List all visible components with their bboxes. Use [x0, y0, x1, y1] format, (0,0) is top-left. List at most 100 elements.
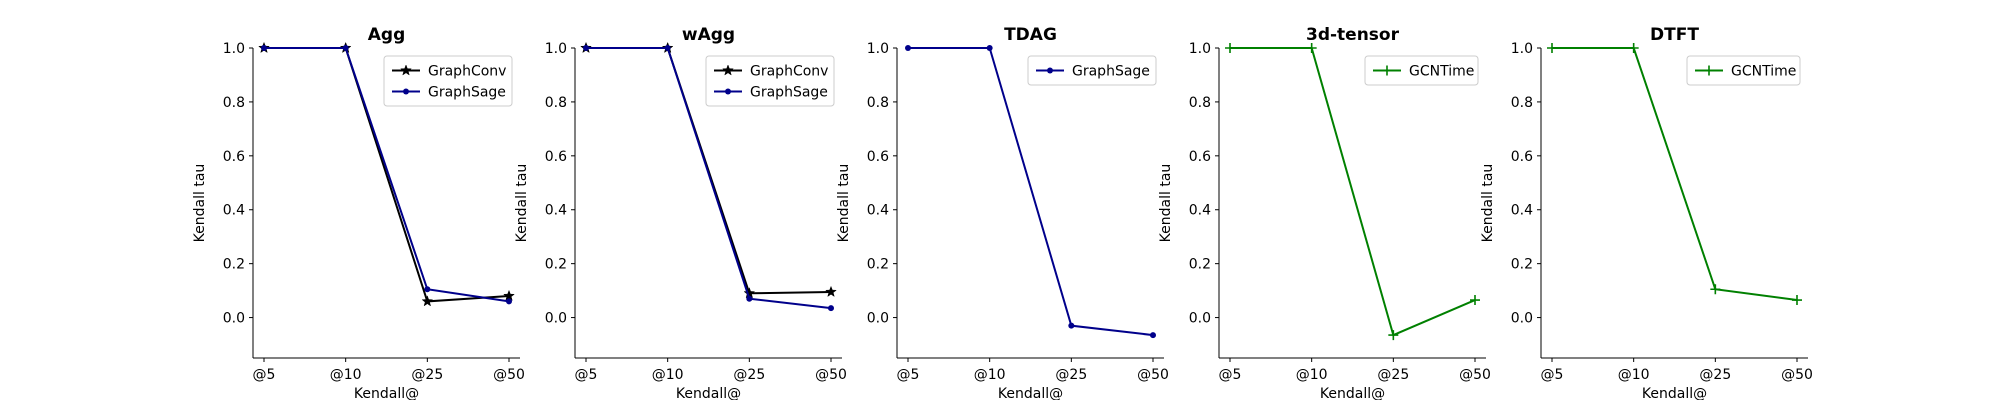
legend-marker — [403, 88, 409, 95]
x-tick-label: @5 — [253, 367, 276, 383]
data-point — [1225, 43, 1235, 53]
data-point — [1792, 295, 1802, 306]
series-line — [586, 47, 832, 310]
x-tick-label: @25 — [733, 367, 765, 383]
legend-marker — [1047, 67, 1053, 74]
legend-marker — [400, 64, 412, 76]
y-axis-label: Kendall tau — [192, 164, 208, 243]
legend-label: GCNTime — [1409, 64, 1474, 80]
legend-label: GraphConv — [750, 64, 828, 80]
y-tick-label: 0.4 — [545, 203, 567, 219]
y-tick-label: 0.2 — [1189, 257, 1211, 273]
y-tick-label: 0.2 — [545, 257, 567, 273]
series-line — [1230, 47, 1476, 337]
x-axis-label: Kendall@ — [1320, 386, 1385, 400]
data-point — [1388, 330, 1399, 341]
data-point — [1628, 43, 1639, 53]
x-tick-label: @25 — [411, 367, 443, 383]
chart-title: TDAG — [1004, 25, 1057, 45]
x-tick-label: @50 — [815, 367, 847, 383]
legend-label: GraphConv — [428, 64, 506, 80]
y-tick-label: 0.0 — [545, 311, 567, 327]
chart-title: wAgg — [682, 25, 735, 45]
data-point — [1150, 332, 1156, 339]
legend-box — [383, 55, 513, 107]
y-tick-label: 0.6 — [1189, 149, 1211, 165]
data-point — [503, 289, 515, 302]
y-tick-label: 0.4 — [223, 203, 245, 219]
y-tick-label: 1.0 — [867, 41, 889, 57]
y-axis-label: Kendall tau — [514, 164, 530, 243]
x-tick-label: @25 — [1055, 367, 1087, 383]
y-tick-label: 0.4 — [867, 203, 889, 219]
y-tick-label: 0.2 — [223, 257, 245, 273]
chart-title: 3d-tensor — [1306, 25, 1400, 45]
data-point — [746, 295, 753, 302]
legend-box — [705, 55, 835, 107]
chart-panel-0: 0.0 0.2 0.4 0.6 0.8 1.0 @5 @10 @25 @50 Agg Kendall@… — [192, 25, 525, 400]
x-tick-label: @50 — [493, 367, 525, 383]
chart-title: DTFT — [1650, 25, 1699, 45]
x-tick-label: @10 — [652, 367, 684, 383]
data-point — [1306, 43, 1317, 53]
data-point — [664, 45, 671, 51]
y-tick-label: 0.0 — [1189, 311, 1211, 327]
legend-box — [1027, 55, 1157, 86]
legend-marker — [725, 88, 731, 95]
legend-box — [1686, 55, 1801, 86]
y-axis-label: Kendall tau — [1158, 164, 1174, 243]
y-tick-label: 1.0 — [545, 41, 567, 57]
x-axis-label: Kendall@ — [1642, 386, 1707, 400]
y-axis-label: Kendall tau — [1480, 164, 1496, 243]
data-point — [1710, 284, 1721, 295]
legend-marker — [1704, 65, 1714, 76]
x-tick-label: @50 — [1459, 367, 1491, 383]
data-point — [828, 305, 834, 312]
y-tick-label: 0.6 — [1511, 149, 1533, 165]
legend-box — [1364, 55, 1479, 86]
data-point — [986, 45, 993, 51]
data-point — [1547, 43, 1557, 53]
series-line — [1552, 47, 1798, 302]
series-line — [908, 47, 1154, 337]
legend-marker — [1382, 65, 1392, 76]
y-tick-label: 0.4 — [1189, 203, 1211, 219]
y-axis-label: Kendall tau — [836, 164, 852, 243]
y-tick-label: 0.8 — [1511, 95, 1533, 111]
legend-label: GCNTime — [1731, 64, 1796, 80]
data-point — [506, 298, 512, 305]
data-point — [421, 295, 434, 307]
x-tick-label: @10 — [974, 367, 1006, 383]
y-tick-label: 0.2 — [1511, 257, 1533, 273]
x-tick-label: @5 — [1541, 367, 1564, 383]
data-point — [583, 45, 589, 51]
y-tick-label: 0.0 — [867, 311, 889, 327]
legend-label: GraphSage — [750, 85, 828, 101]
chart-panel-3: 0.0 0.2 0.4 0.6 0.8 1.0 @5 @10 @25 @50 3d-tensor Ke… — [1158, 25, 1491, 400]
x-tick-label: @25 — [1377, 367, 1409, 383]
chart-panel-1: 0.0 0.2 0.4 0.6 0.8 1.0 @5 @10 @25 @50 wAgg Kendall… — [514, 25, 847, 400]
y-tick-label: 0.6 — [867, 149, 889, 165]
x-tick-label: @10 — [330, 367, 362, 383]
y-tick-label: 1.0 — [223, 41, 245, 57]
x-tick-label: @50 — [1137, 367, 1169, 383]
y-tick-label: 0.4 — [1511, 203, 1533, 219]
x-tick-label: @10 — [1618, 367, 1650, 383]
y-tick-label: 0.8 — [1189, 95, 1211, 111]
data-point — [905, 45, 911, 51]
series-line — [264, 47, 510, 303]
data-point — [342, 45, 349, 51]
y-tick-label: 0.8 — [545, 95, 567, 111]
x-tick-label: @25 — [1699, 367, 1731, 383]
data-point — [1470, 295, 1480, 306]
chart-panel-2: 0.0 0.2 0.4 0.6 0.8 1.0 @5 @10 @25 @50 TDAG Kendall… — [836, 25, 1169, 400]
x-axis-label: Kendall@ — [998, 386, 1063, 400]
data-point — [825, 285, 837, 297]
y-tick-label: 0.6 — [545, 149, 567, 165]
x-tick-label: @5 — [897, 367, 920, 383]
y-tick-label: 0.0 — [1511, 311, 1533, 327]
y-tick-label: 1.0 — [1189, 41, 1211, 57]
y-tick-label: 0.8 — [223, 95, 245, 111]
data-point — [424, 286, 431, 293]
